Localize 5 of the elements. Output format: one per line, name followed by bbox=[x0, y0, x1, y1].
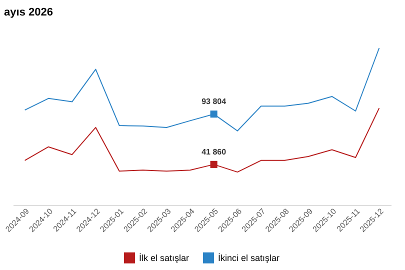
data-label: 93 804 bbox=[202, 97, 227, 106]
data-label: 41 860 bbox=[202, 147, 227, 156]
legend-label: İkinci el satışlar bbox=[218, 252, 280, 263]
chart-title: ayıs 2026 bbox=[4, 6, 53, 18]
legend-label: İlk el satışlar bbox=[139, 252, 190, 263]
